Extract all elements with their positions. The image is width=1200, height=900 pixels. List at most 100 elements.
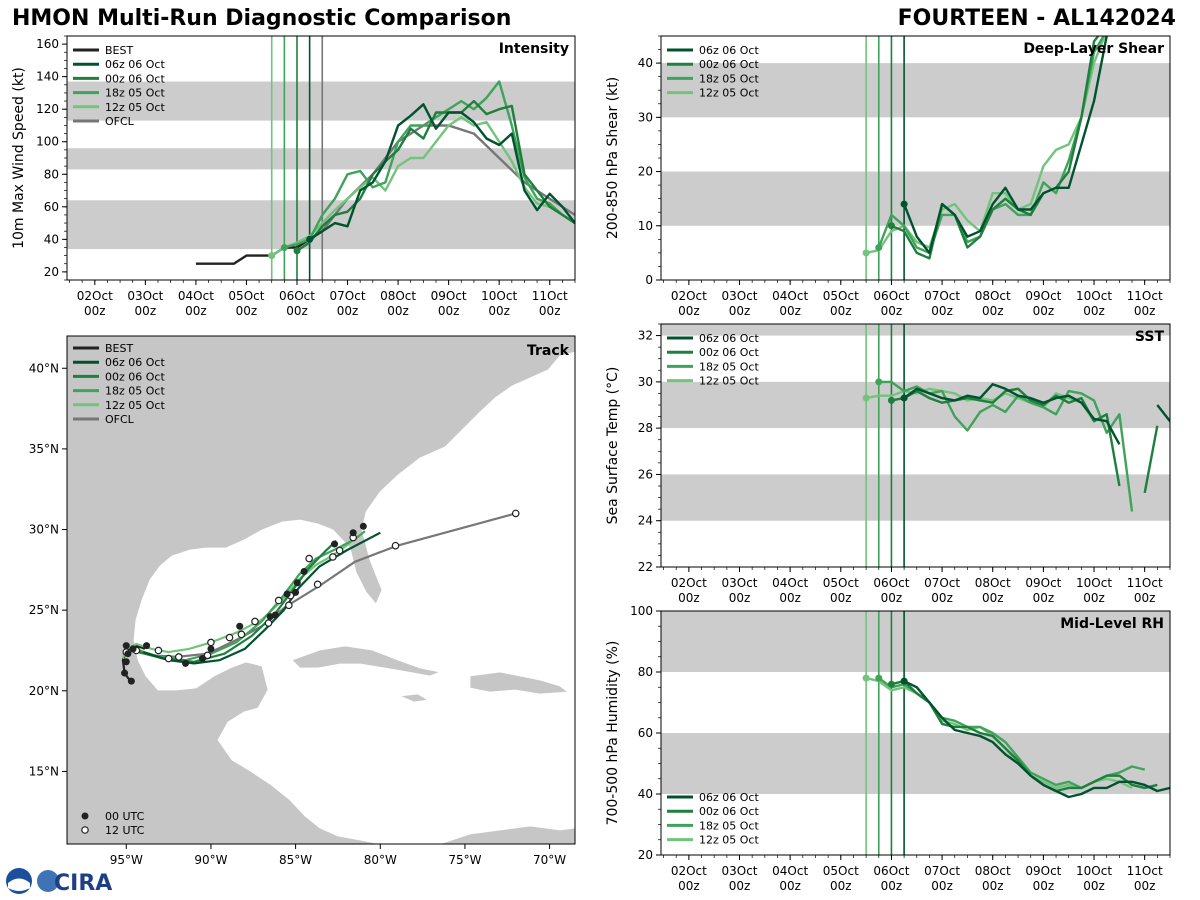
shear-xtick-hour-8: 00z [1083,304,1105,318]
intensity-init-point-4 [293,247,301,255]
rh-ytick-label-0: 20 [638,848,653,862]
intensity-xtick-hour-2: 00z [185,304,207,318]
track-point-12utc [154,646,163,655]
shear-xtick-hour-6: 00z [982,304,1004,318]
track-point-00utc [283,590,291,598]
shear-ytick-label-3: 30 [638,110,653,124]
track-point-00utc [124,650,132,658]
intensity-ytick-label-3: 80 [44,167,59,181]
intensity-ytick-label-1: 40 [44,232,59,246]
intensity-xtick-hour-8: 00z [488,304,510,318]
track-point-12utc [203,651,212,660]
track-point-12utc [251,617,259,626]
track-point-00utc [349,529,357,537]
track-point-00utc [359,522,367,530]
track-point-12utc [164,654,173,663]
track-point-12utc [207,638,215,647]
intensity-legend-label-0: BEST [105,44,133,57]
track-plot-area [121,509,520,685]
intensity-xtick-day-3: 05Oct [228,289,264,303]
rh-legend-label-1: 00z 06 Oct [699,805,759,818]
intensity-xtick-hour-3: 00z [236,304,258,318]
rh-xtick-hour-7: 00z [1033,879,1055,893]
intensity-xtick-day-5: 07Oct [330,289,366,303]
sst-xtick-day-8: 10Oct [1076,576,1112,590]
sst-xtick-hour-6: 00z [982,591,1004,605]
shear-legend-label-1: 00z 06 Oct [699,58,759,71]
sst-series-06z-06-oct [903,383,1170,445]
hispaniola-land [469,671,570,695]
sst-ytick-label-1: 24 [638,514,653,528]
intensity-legend-label-2: 00z 06 Oct [105,72,165,85]
track-ytick-label-5: 40°N [29,361,59,375]
track-xtick-label-2: 85°W [279,853,312,867]
shear-legend-label-3: 12z 05 Oct [699,87,759,100]
intensity-legend-label-4: 12z 05 Oct [105,101,165,114]
sst-xtick-day-6: 08Oct [975,576,1011,590]
sst-xtick-day-9: 11Oct [1127,576,1163,590]
sst-xtick-hour-7: 00z [1033,591,1055,605]
sst-series-18z-05-oct [878,380,1134,512]
intensity-ytick-label-6: 140 [36,70,59,84]
sst-xtick-hour-1: 00z [729,591,751,605]
track-point-00utc [129,645,137,653]
intensity-ytick-label-0: 20 [44,265,59,279]
intensity-xtick-hour-7: 00z [438,304,460,318]
shear-xtick-hour-9: 00z [1134,304,1156,318]
sst-series-00z-06-oct [891,387,1159,494]
shear-ylabel: 200-850 hPa Shear (kt) [605,77,621,239]
track-point-00utc [143,642,151,650]
track-point-00utc [182,659,190,667]
rh-ytick-label-3: 80 [638,665,653,679]
shear-title: Deep-Layer Shear [1023,41,1164,57]
shear-init-point-3 [900,200,908,208]
track-point-00utc [121,669,129,677]
shear-xtick-hour-5: 00z [931,304,953,318]
sst-band-2 [661,324,1170,336]
shear-xtick-day-9: 11Oct [1127,289,1163,303]
intensity-xtick-hour-4: 00z [286,304,308,318]
track-series-best [121,644,146,682]
rh-xtick-day-4: 06Oct [873,864,909,878]
track-point-00utc [122,658,130,666]
sst-xtick-hour-9: 00z [1134,591,1156,605]
shear-ytick-label-0: 0 [645,273,653,287]
cira-emblem [37,870,59,892]
shear-xtick-hour-3: 00z [830,304,852,318]
track-point-12utc [285,601,293,610]
track-frame [66,335,576,845]
shear-plot-area [661,36,1170,280]
sst-ytick-label-3: 28 [638,421,653,435]
track-point-00utc [236,622,244,630]
track-ytick-label-0: 15°N [29,764,59,778]
track-point-12utc [335,546,344,555]
sst-ylabel: Sea Surface Temp (°C) [605,367,621,525]
track-point-12utc [313,580,322,589]
track-point-00utc [293,579,301,587]
sst-init-point-0 [862,394,870,402]
rh-series-06z-06-oct [903,680,1170,799]
cira-wordmark: CIRA [54,871,112,896]
shear-xtick-hour-0: 00z [678,304,700,318]
noaa-wave [8,878,30,891]
intensity-band-1 [67,148,575,170]
rh-init-point-3 [900,677,908,685]
track-legend-label-1: 06z 06 Oct [105,356,165,369]
intensity-xtick-day-9: 11Oct [532,289,568,303]
rh-init-point-1 [875,674,883,682]
intensity-xtick-hour-0: 00z [84,304,106,318]
intensity-xtick-hour-5: 00z [337,304,359,318]
sst-init-point-3 [900,394,908,402]
intensity-legend-label-1: 06z 06 Oct [105,58,165,71]
track-point-12utc [511,509,520,518]
shear-init-point-0 [862,249,870,257]
rh-legend-label-2: 18z 05 Oct [699,819,759,832]
rh-xtick-day-0: 02Oct [671,864,707,878]
sst-xtick-hour-4: 00z [881,591,903,605]
sst-init-point-2 [887,396,895,404]
sst-frame [660,323,1171,568]
track-point-00utc [271,611,279,619]
rh-xtick-hour-9: 00z [1134,879,1156,893]
